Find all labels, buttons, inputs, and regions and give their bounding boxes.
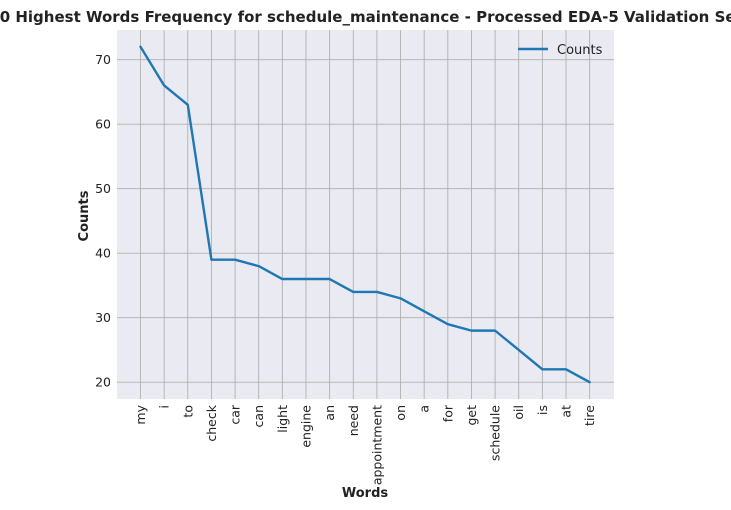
x-tick-label: an bbox=[322, 405, 337, 421]
x-tick-label: car bbox=[228, 404, 243, 425]
x-tick-label: check bbox=[204, 404, 219, 441]
x-tick-label: is bbox=[535, 405, 550, 415]
x-tick-label: need bbox=[346, 405, 361, 436]
x-tick-label: for bbox=[440, 404, 455, 422]
series-line-counts bbox=[139, 45, 591, 384]
plot-area bbox=[117, 30, 614, 399]
x-tick-label: to bbox=[180, 405, 195, 418]
x-tick-label: light bbox=[275, 405, 290, 433]
y-tick-label: 40 bbox=[95, 246, 111, 261]
x-tick-label: my bbox=[133, 404, 148, 424]
y-tick-label: 20 bbox=[95, 375, 111, 390]
x-tick-label: engine bbox=[298, 405, 313, 448]
chart-title: 20 Highest Words Frequency for schedule_… bbox=[0, 8, 731, 26]
x-tick-label: schedule bbox=[488, 405, 503, 461]
x-tick-label: can bbox=[251, 405, 266, 427]
grid bbox=[117, 30, 614, 399]
y-axis-ticks: 20 30 40 50 60 70 bbox=[95, 52, 111, 390]
y-tick-label: 50 bbox=[95, 181, 111, 196]
legend-label: Counts bbox=[557, 43, 603, 58]
x-tick-label: appointment bbox=[369, 405, 384, 485]
x-tick-label: at bbox=[559, 405, 574, 418]
x-axis-label: Words bbox=[342, 486, 389, 501]
x-axis-ticks: my i to check car can light engine an need appoint… bbox=[133, 404, 597, 485]
y-axis-label: Counts bbox=[77, 190, 92, 241]
x-tick-label: a bbox=[417, 405, 432, 413]
x-tick-label: get bbox=[464, 405, 479, 426]
x-tick-label: tire bbox=[582, 405, 597, 426]
y-tick-label: 70 bbox=[95, 52, 111, 67]
legend: Counts bbox=[518, 43, 603, 58]
x-tick-label: oil bbox=[511, 405, 526, 420]
y-tick-label: 60 bbox=[95, 117, 111, 132]
x-tick-label: i bbox=[157, 405, 172, 408]
y-tick-label: 30 bbox=[95, 310, 111, 325]
x-tick-label: on bbox=[393, 405, 408, 421]
